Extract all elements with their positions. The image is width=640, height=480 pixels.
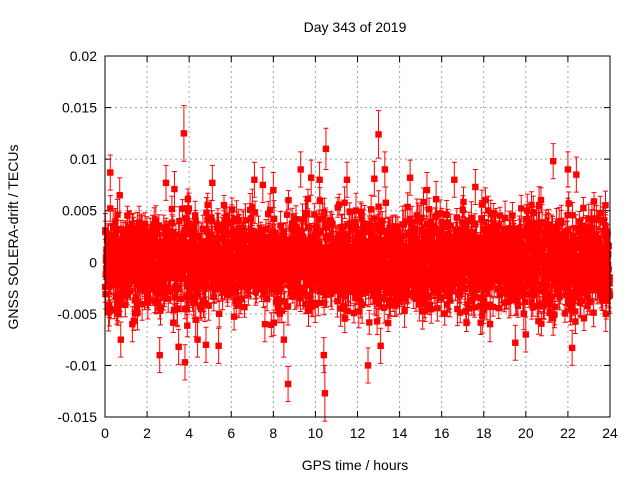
- y-tick-label: 0.005: [62, 203, 97, 219]
- y-tick-label: -0.015: [57, 409, 97, 425]
- x-tick-label: 18: [476, 425, 492, 441]
- outlier-point: [280, 336, 288, 343]
- outlier-point: [251, 176, 258, 183]
- x-tick-label: 14: [392, 425, 408, 441]
- outlier-point: [375, 131, 382, 138]
- outlier-point: [522, 331, 530, 338]
- outlier-point: [156, 351, 163, 359]
- x-tick-label: 10: [308, 425, 324, 441]
- x-tick-label: 12: [350, 425, 366, 441]
- outlier-point: [423, 186, 431, 194]
- outlier-point: [284, 380, 292, 388]
- outlier-point: [406, 174, 414, 181]
- outlier-point: [486, 320, 494, 328]
- x-tick-label: 0: [101, 425, 109, 441]
- outlier-point: [270, 186, 277, 194]
- x-tick-label: 16: [434, 425, 450, 441]
- outlier-point: [322, 145, 330, 153]
- outlier-point: [364, 362, 372, 369]
- outlier-point: [320, 351, 328, 359]
- y-tick-label: 0.01: [70, 151, 97, 167]
- outlier-point: [175, 343, 182, 351]
- outlier-point: [568, 344, 576, 352]
- x-tick-label: 22: [560, 425, 576, 441]
- outlier-point: [194, 336, 201, 343]
- outlier-point: [117, 336, 124, 343]
- outlier-point: [116, 192, 123, 199]
- outlier-point: [512, 339, 519, 346]
- outlier-point: [316, 176, 323, 183]
- x-tick-label: 24: [602, 425, 618, 441]
- y-tick-label: 0.02: [70, 48, 97, 64]
- outlier-point: [343, 176, 351, 183]
- x-tick-label: 20: [518, 425, 534, 441]
- chart-title: Day 343 of 2019: [304, 19, 407, 35]
- outlier-point: [215, 342, 222, 350]
- outlier-point: [297, 166, 304, 173]
- x-tick-label: 2: [143, 425, 151, 441]
- outlier-point: [549, 158, 557, 165]
- x-axis-title: GPS time / hours: [302, 457, 409, 473]
- y-axis-title: GNSS SOLERA-drift / TECUs: [5, 145, 21, 330]
- outlier-point: [371, 175, 378, 182]
- y-tick-label: -0.01: [65, 357, 97, 373]
- outlier-point: [261, 320, 269, 328]
- outlier-point: [381, 166, 389, 173]
- x-tick-label: 4: [185, 425, 193, 441]
- outlier-point: [129, 320, 136, 328]
- outlier-point: [451, 176, 458, 183]
- x-tick-label: 6: [227, 425, 235, 441]
- outlier-point: [377, 342, 384, 350]
- x-tick-label: 8: [269, 425, 277, 441]
- outlier-point: [573, 171, 580, 178]
- outlier-point: [564, 166, 572, 173]
- outlier-point: [107, 169, 114, 176]
- bulk-data-points: [101, 195, 614, 329]
- outlier-point: [602, 310, 609, 318]
- data-points: [101, 130, 614, 397]
- outlier-point: [202, 341, 210, 348]
- x-tick-labels: 0 2 4 6 8 10 12 14 16 18 20 22 24: [101, 425, 618, 441]
- outlier-point: [180, 130, 188, 137]
- y-tick-labels: -0.015 -0.01 -0.005 0 0.005 0.01 0.015 0.02: [57, 48, 97, 425]
- outlier-point: [209, 179, 216, 187]
- y-tick-label: -0.005: [57, 306, 97, 322]
- y-tick-label: 0: [89, 254, 97, 270]
- outlier-point: [472, 183, 479, 191]
- outlier-point: [259, 181, 267, 189]
- outlier-point: [321, 390, 329, 397]
- outlier-point: [308, 174, 315, 181]
- y-tick-label: 0.015: [62, 100, 97, 116]
- plot-border: [104, 55, 611, 418]
- outlier-point: [162, 179, 170, 187]
- outlier-point: [171, 185, 178, 193]
- outlier-point: [181, 359, 189, 366]
